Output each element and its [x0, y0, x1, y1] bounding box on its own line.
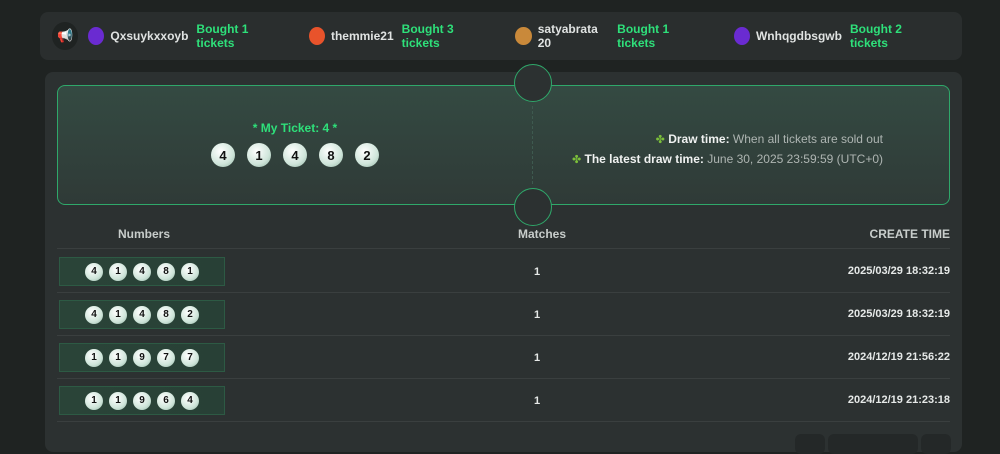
ticker-item: themmie21 Bought 3 tickets [308, 22, 485, 50]
ticket-divider [532, 106, 533, 184]
number-ball: 4 [85, 262, 103, 281]
number-ball: 7 [181, 348, 199, 367]
table-row: 1 1 9 7 7 1 2024/12/19 21:56:22 [57, 336, 950, 379]
purchase-ticker: 📢 Qxsuykxxoyb Bought 1 tickets themmie21 Bo… [40, 12, 962, 60]
number-ball: 4 [85, 305, 103, 324]
header-create-time: CREATE TIME [869, 227, 950, 241]
my-ticket-label: * My Ticket: 4 * [252, 121, 338, 135]
create-time-cell: 2024/12/19 21:56:22 [847, 351, 950, 363]
ticker-item: satyabrata 20 Bought 1 tickets [514, 22, 704, 50]
number-ball: 9 [133, 348, 151, 367]
number-ball: 4 [283, 143, 307, 167]
ticket-notch [514, 64, 552, 102]
number-ball: 8 [157, 262, 175, 281]
number-ball: 1 [109, 391, 127, 410]
number-ball: 9 [133, 391, 151, 410]
avatar [308, 27, 325, 45]
number-ball: 2 [181, 305, 199, 324]
pagination-next[interactable] [921, 434, 951, 454]
ticker-action: Bought 1 tickets [617, 22, 670, 50]
number-ball: 4 [181, 391, 199, 410]
number-ball: 4 [133, 305, 151, 324]
table-header: Numbers Matches CREATE TIME [57, 227, 950, 249]
number-ball: 7 [157, 348, 175, 367]
ticker-action: Bought 1 tickets [196, 22, 249, 50]
number-ball: 1 [247, 143, 271, 167]
number-ball: 1 [85, 391, 103, 410]
number-ball: 1 [109, 305, 127, 324]
matches-cell: 1 [533, 352, 541, 364]
matches-cell: 1 [533, 395, 541, 407]
ticker-action: Bought 2 tickets [849, 22, 902, 50]
avatar [514, 27, 532, 45]
avatar [734, 27, 750, 45]
clover-icon: ✤ [571, 154, 582, 166]
table-row: 4 1 4 8 2 1 2025/03/29 18:32:19 [57, 293, 950, 336]
pagination-pages[interactable] [828, 434, 918, 454]
ticker-username: satyabrata 20 [537, 22, 598, 50]
number-ball: 8 [157, 305, 175, 324]
latest-draw-label: The latest draw time: [584, 152, 704, 166]
number-ball: 1 [85, 348, 103, 367]
ticker-username: Wnhqgdbsgwb [755, 29, 842, 43]
create-time-cell: 2025/03/29 18:32:19 [847, 265, 950, 277]
number-ball: 4 [211, 143, 235, 167]
number-ball: 6 [157, 391, 175, 410]
draw-info: ✤ Draw time: When all tickets are sold o… [572, 130, 883, 170]
create-time-cell: 2024/12/19 21:23:18 [847, 394, 950, 406]
ticket-notch [514, 188, 552, 226]
avatar [88, 27, 105, 45]
draw-time-value: When all tickets are sold out [732, 132, 883, 146]
number-ball: 4 [133, 262, 151, 281]
megaphone-icon: 📢 [52, 22, 79, 50]
table-row: 4 1 4 8 1 1 2025/03/29 18:32:19 [57, 250, 950, 293]
number-ball: 1 [109, 262, 127, 281]
table-row: 1 1 9 6 4 1 2024/12/19 21:23:18 [57, 379, 950, 422]
ticker-username: Qxsuykxxoyb [110, 29, 189, 43]
create-time-cell: 2025/03/29 18:32:19 [847, 308, 950, 320]
latest-draw-value: June 30, 2025 23:59:59 (UTC+0) [707, 152, 883, 166]
ticker-item: Qxsuykxxoyb Bought 1 tickets [88, 22, 278, 50]
ticker-action: Bought 3 tickets [401, 22, 454, 50]
header-numbers: Numbers [118, 227, 171, 241]
pagination-prev[interactable] [795, 434, 825, 454]
header-matches: Matches [518, 227, 567, 241]
number-ball: 1 [181, 262, 199, 281]
ticker-item: Wnhqgdbsgwb Bought 2 tickets [734, 22, 932, 50]
clover-icon: ✤ [655, 134, 665, 146]
number-ball: 1 [109, 348, 127, 367]
number-ball: 8 [319, 143, 343, 167]
ticker-username: themmie21 [330, 29, 394, 43]
draw-time-label: Draw time: [668, 132, 730, 146]
matches-cell: 1 [533, 266, 541, 278]
matches-cell: 1 [533, 309, 541, 321]
number-ball: 2 [355, 143, 379, 167]
